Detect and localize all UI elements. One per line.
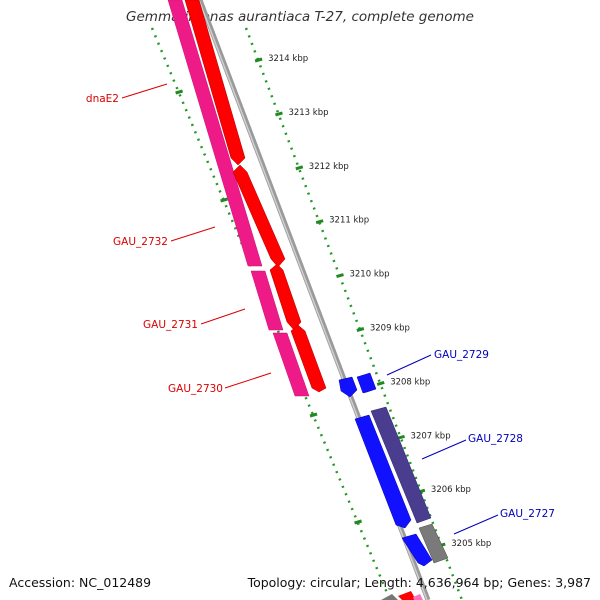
gene-arrow-GAU-2732 bbox=[232, 164, 286, 268]
genome-title: Gemmatimonas aurantiaca T-27, complete g… bbox=[126, 9, 474, 25]
pink-gene-track bbox=[167, 0, 310, 397]
gene-block-dnaE2-pink bbox=[167, 0, 263, 267]
gene-label-GAU-2728[interactable]: GAU_2728 bbox=[468, 433, 523, 445]
length-value: 4,636,964 bp; bbox=[415, 575, 504, 590]
genes-value: 3,987 bbox=[555, 575, 591, 590]
label-leaders bbox=[121, 83, 499, 535]
accession-info: Accession: NC_012489 bbox=[9, 575, 151, 590]
gene-block-GAU-2728-slate bbox=[370, 406, 432, 524]
gene-labels-right: GAU_2729 GAU_2728 GAU_2727 bbox=[434, 349, 555, 520]
accession-value: NC_012489 bbox=[79, 575, 152, 590]
gene-arrow-GAU-2728-blue bbox=[354, 414, 412, 529]
topology-value: circular; bbox=[310, 575, 361, 590]
gene-arrow-GAU-2727-blue bbox=[401, 533, 433, 567]
inner-ruler-tick bbox=[220, 197, 228, 203]
gene-block-bottom-pink bbox=[413, 594, 423, 600]
gene-block-GAU-2731-pink bbox=[272, 332, 310, 397]
gene-arrow-GAU-2730 bbox=[290, 324, 327, 393]
ruler-tick-label: 3213 kbp bbox=[288, 108, 328, 118]
leader-GAU-2727 bbox=[453, 514, 499, 535]
ruler-tick-label: 3205 kbp bbox=[451, 539, 491, 549]
ruler-tick-label: 3210 kbp bbox=[349, 270, 389, 280]
leader-GAU-2731 bbox=[200, 308, 246, 325]
gene-arrow-GAU-2731 bbox=[269, 263, 302, 331]
gene-label-dnaE2[interactable]: dnaE2 bbox=[86, 93, 119, 105]
ruler-tick-label: 3214 kbp bbox=[268, 54, 308, 64]
gene-arrow-GAU-2729-a bbox=[338, 376, 358, 398]
leader-GAU-2730 bbox=[224, 372, 272, 389]
genes-label: Genes: bbox=[507, 575, 552, 590]
gene-label-GAU-2729[interactable]: GAU_2729 bbox=[434, 349, 489, 361]
ruler-tick-label: 3209 kbp bbox=[370, 324, 410, 334]
ruler-tick bbox=[254, 57, 263, 63]
ruler-tick bbox=[295, 165, 304, 171]
length-label: Length: bbox=[364, 575, 412, 590]
outer-dotted-ring bbox=[244, 27, 464, 600]
gene-arrow-dnaE2 bbox=[184, 0, 246, 166]
ruler-dots bbox=[150, 27, 464, 600]
inner-ruler-tick bbox=[354, 519, 362, 525]
gene-arrow-GAU-2729-b bbox=[356, 372, 377, 394]
leader-GAU-2729 bbox=[386, 354, 432, 376]
gene-label-GAU-2731[interactable]: GAU_2731 bbox=[143, 319, 198, 331]
gene-label-GAU-2732[interactable]: GAU_2732 bbox=[113, 236, 168, 248]
gene-block-bottom-red bbox=[398, 591, 416, 600]
leader-GAU-2728 bbox=[421, 439, 467, 460]
gene-label-GAU-2730[interactable]: GAU_2730 bbox=[168, 383, 223, 395]
gene-labels-left: dnaE2 GAU_2732 GAU_2731 GAU_2730 bbox=[86, 93, 223, 395]
ruler-tick-label: 3208 kbp bbox=[390, 377, 430, 387]
gene-label-GAU-2727[interactable]: GAU_2727 bbox=[500, 508, 555, 520]
ruler-tick bbox=[356, 327, 365, 332]
ruler-tick bbox=[376, 380, 385, 386]
leader-GAU-2732 bbox=[170, 226, 216, 242]
genome-stats: Topology: circular; Length: 4,636,964 bp… bbox=[248, 575, 591, 590]
gene-block-bottom-gray bbox=[381, 594, 398, 600]
ruler-tick-label: 3207 kbp bbox=[411, 431, 451, 441]
ruler-tick-label: 3211 kbp bbox=[329, 216, 369, 226]
inner-ruler-tick bbox=[175, 89, 184, 95]
tick-labels: 3214 kbp 3213 kbp 3212 kbp 3211 kbp 3210 kbp… bbox=[268, 54, 491, 549]
ruler-tick-label: 3206 kbp bbox=[431, 485, 471, 495]
gene-block-GAU-2732-pink bbox=[250, 270, 284, 331]
blue-gene-track bbox=[338, 372, 449, 600]
accession-label: Accession: bbox=[9, 575, 76, 590]
leader-dnaE2 bbox=[121, 83, 168, 99]
inner-ruler-tick bbox=[309, 412, 318, 418]
ruler-tick bbox=[336, 273, 344, 279]
red-gene-track bbox=[184, 0, 327, 393]
ruler-tick bbox=[275, 111, 283, 117]
gene-block-GAU-2727-gray bbox=[418, 523, 449, 564]
ruler-tick-label: 3212 kbp bbox=[309, 162, 349, 172]
ruler-tick bbox=[315, 219, 324, 225]
topology-label: Topology: bbox=[247, 575, 307, 590]
